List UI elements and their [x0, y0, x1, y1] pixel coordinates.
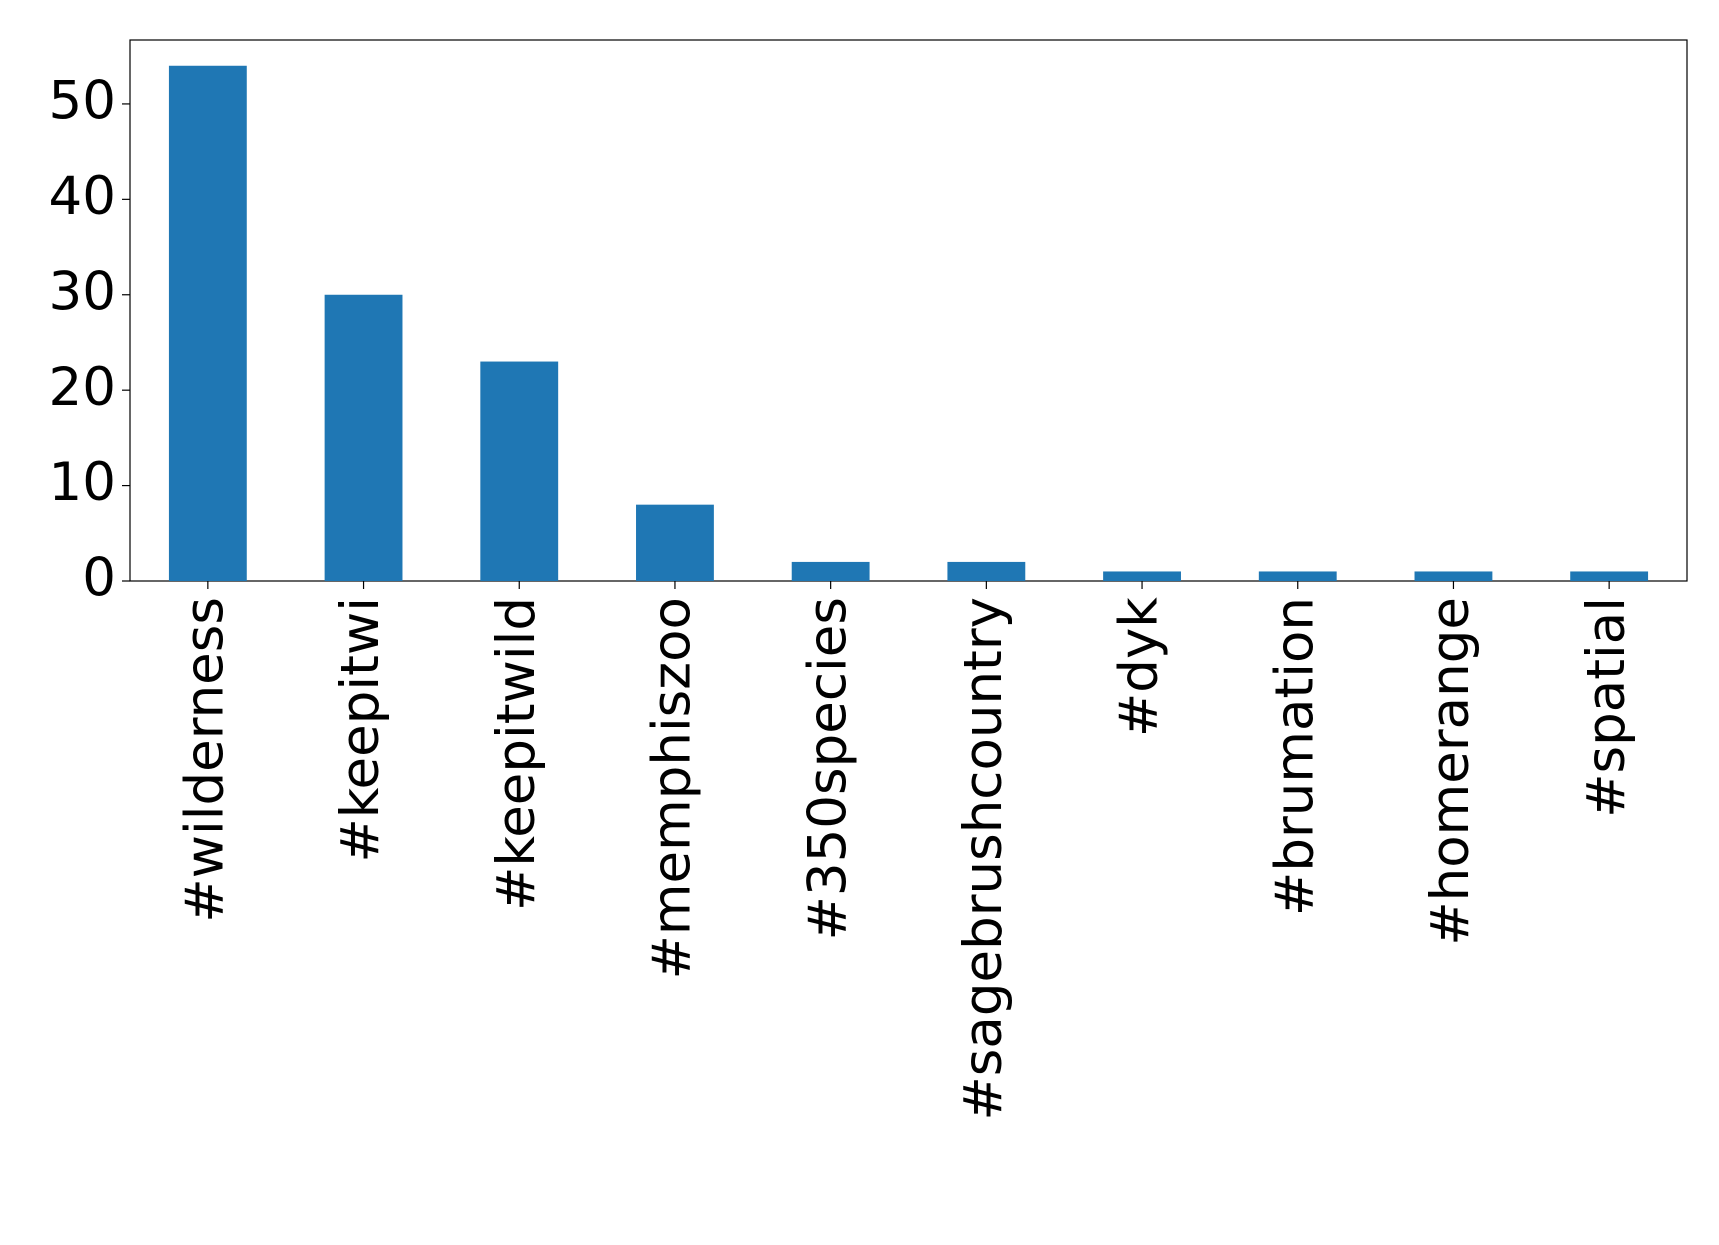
bar: [1103, 571, 1181, 581]
bar: [324, 294, 403, 581]
bar: [480, 361, 559, 581]
bar: [791, 561, 870, 581]
x-tick-label: #keepitwild: [486, 597, 547, 911]
x-tick-label: #350species: [797, 597, 858, 941]
y-tick-label: 0: [82, 548, 116, 609]
bar: [1414, 571, 1493, 581]
bar: [1570, 571, 1649, 581]
y-tick-label: 10: [49, 452, 116, 513]
y-tick-label: 20: [49, 357, 116, 418]
x-tick-label: #brumation: [1264, 597, 1325, 916]
x-tick-label: #sagebrushcountry: [953, 597, 1014, 1121]
y-tick-label: 50: [49, 71, 116, 132]
bar: [947, 561, 1026, 581]
x-tick-label: #dyk: [1109, 597, 1170, 737]
y-tick-label: 30: [49, 261, 116, 322]
x-tick-label: #memphiszoo: [642, 597, 703, 980]
plot-frame: [129, 39, 1688, 582]
x-tick-label: #wilderness: [174, 597, 235, 923]
x-tick-label: #spatial: [1576, 597, 1637, 818]
bar: [168, 65, 247, 581]
x-tick-label: #keepitwi: [330, 597, 391, 863]
y-tick-label: 40: [49, 166, 116, 227]
bar: [1258, 571, 1337, 581]
bar: [636, 504, 714, 581]
x-tick-label: #homerange: [1420, 597, 1481, 946]
